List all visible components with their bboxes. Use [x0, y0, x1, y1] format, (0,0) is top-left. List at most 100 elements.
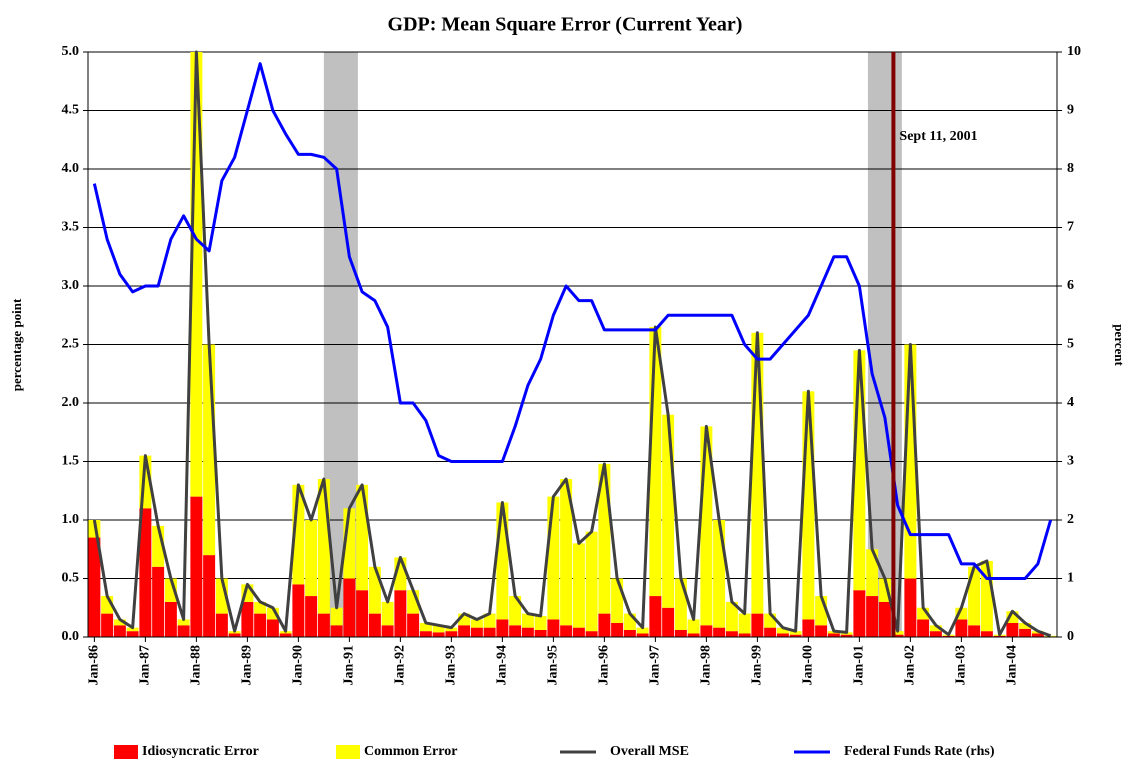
- bar-segment: [776, 627, 789, 634]
- bar-segment: [458, 625, 471, 637]
- bar-segment: [1044, 635, 1057, 637]
- bar-segment: [152, 525, 165, 567]
- bar-segment: [929, 625, 942, 632]
- y2-tick-label: 10: [1067, 44, 1081, 59]
- bar-segment: [317, 479, 330, 614]
- bar-segment: [126, 627, 139, 632]
- x-tick-label: Jan-02: [903, 645, 918, 685]
- line-series: [92, 50, 1052, 638]
- bar-segment: [751, 613, 764, 637]
- bar-segment: [381, 601, 394, 626]
- bar-segment: [88, 537, 101, 637]
- legend-label: Overall MSE: [610, 744, 689, 759]
- bar-segment: [649, 326, 662, 597]
- bar-segment: [496, 502, 509, 620]
- bar-segment: [636, 633, 649, 637]
- bar-segment: [126, 631, 139, 637]
- bar-segment: [560, 625, 573, 637]
- bar-segment: [547, 619, 560, 637]
- bar-segment: [904, 578, 917, 637]
- y2-tick-label: 2: [1067, 512, 1074, 527]
- bar-segment: [368, 566, 381, 614]
- bar-segment: [572, 543, 585, 628]
- x-tick-label: Jan-94: [495, 645, 510, 685]
- bar-segment: [470, 627, 483, 637]
- bar-segment: [113, 625, 126, 637]
- bar-segment: [177, 619, 190, 626]
- bar-segment: [470, 619, 483, 628]
- bar-segment: [917, 619, 930, 637]
- bar-segment: [700, 426, 713, 626]
- bar-segment: [1006, 622, 1019, 637]
- x-tick-label: Jan-95: [546, 645, 561, 685]
- bar-segment: [725, 601, 738, 632]
- bar-segment: [623, 629, 636, 637]
- bar-segment: [279, 633, 292, 637]
- bar-segment: [687, 633, 700, 637]
- bar-segment: [725, 631, 738, 637]
- bar-segment: [866, 549, 879, 597]
- bar-segment: [343, 578, 356, 637]
- bar-segment: [904, 344, 917, 579]
- bar-segment: [764, 627, 777, 637]
- bar-segment: [674, 578, 687, 630]
- bar-segment: [203, 344, 216, 556]
- legend-label: Federal Funds Rate (rhs): [844, 744, 995, 759]
- bar-segment: [751, 332, 764, 614]
- x-tick-label: Jan-90: [291, 645, 306, 685]
- bar-segment: [203, 555, 216, 637]
- legend-label: Idiosyncratic Error: [142, 744, 259, 759]
- bar-segment: [292, 484, 305, 585]
- bar-segment: [891, 634, 904, 637]
- bar-segment: [585, 531, 598, 632]
- bar-segment: [700, 625, 713, 637]
- y-tick-label: 0.5: [62, 571, 80, 586]
- bar-segment: [636, 627, 649, 634]
- bar-segment: [662, 607, 675, 637]
- bar-segment: [968, 625, 981, 637]
- bar-segment: [623, 613, 636, 630]
- bar-segment: [483, 627, 496, 637]
- bar-segment: [815, 596, 828, 626]
- bar-segment: [929, 631, 942, 637]
- bar-segment: [445, 627, 458, 632]
- bar-segment: [713, 520, 726, 628]
- bar-segment: [776, 633, 789, 637]
- annotation-text: Sept 11, 2001: [899, 129, 977, 144]
- bar-segment: [878, 601, 891, 637]
- bar-segment: [738, 613, 751, 634]
- y-tick-label: 5.0: [62, 44, 80, 59]
- bar-segment: [866, 596, 879, 637]
- bar-segment: [394, 557, 407, 591]
- bar-segment: [254, 613, 267, 637]
- bar-segment: [190, 496, 203, 637]
- bar-segment: [993, 635, 1006, 637]
- bar-segment: [534, 615, 547, 630]
- y2-tick-label: 5: [1067, 337, 1074, 352]
- x-tick-label: Jan-91: [342, 645, 357, 685]
- bar-segment: [292, 584, 305, 637]
- y2-tick-label: 7: [1067, 220, 1074, 235]
- bar-segment: [356, 484, 369, 591]
- bar-segment: [853, 590, 866, 637]
- y-tick-label: 1.5: [62, 454, 80, 469]
- x-tick-label: Jan-03: [954, 645, 969, 685]
- y2-tick-label: 3: [1067, 454, 1074, 469]
- bar-segment: [942, 635, 955, 637]
- bar-segment: [215, 613, 228, 637]
- bar-segment: [101, 596, 114, 614]
- bar-segment: [789, 634, 802, 637]
- bar-segment: [509, 596, 522, 626]
- bar-segment: [266, 607, 279, 620]
- bar-segment: [152, 566, 165, 637]
- bar-segment: [177, 625, 190, 637]
- y2-tick-label: 1: [1067, 571, 1074, 586]
- x-tick-label: Jan-93: [444, 645, 459, 685]
- legend-label: Common Error: [364, 744, 457, 759]
- bar-segment: [215, 578, 228, 614]
- x-tick-label: Jan-00: [801, 645, 816, 685]
- y2-axis-label: percent: [1112, 324, 1127, 366]
- bar-segment: [496, 619, 509, 637]
- bar-segment: [521, 613, 534, 628]
